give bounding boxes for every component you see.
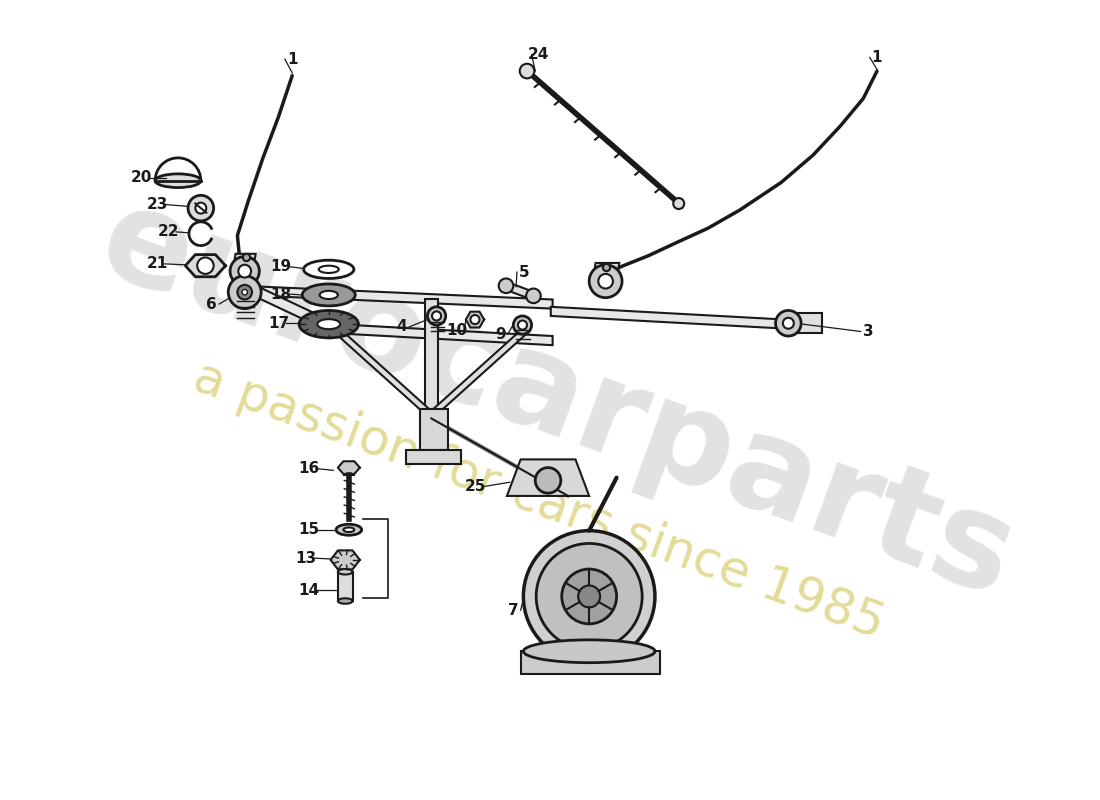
Text: 13: 13 bbox=[296, 550, 317, 566]
Text: 9: 9 bbox=[495, 326, 506, 342]
Text: eurocarparts: eurocarparts bbox=[84, 176, 1031, 624]
Circle shape bbox=[514, 316, 531, 334]
Text: 3: 3 bbox=[862, 324, 873, 339]
Polygon shape bbox=[793, 313, 822, 334]
Polygon shape bbox=[406, 450, 461, 464]
Circle shape bbox=[188, 195, 213, 221]
Text: 16: 16 bbox=[298, 461, 319, 476]
Text: 1: 1 bbox=[287, 52, 297, 66]
Polygon shape bbox=[233, 254, 255, 265]
Circle shape bbox=[603, 264, 611, 271]
Polygon shape bbox=[503, 282, 535, 299]
Bar bbox=[338, 572, 352, 601]
Text: 5: 5 bbox=[519, 265, 529, 279]
Polygon shape bbox=[465, 312, 484, 327]
Ellipse shape bbox=[304, 260, 354, 278]
Text: 6: 6 bbox=[207, 297, 217, 311]
Polygon shape bbox=[420, 409, 448, 450]
Text: 18: 18 bbox=[271, 286, 292, 302]
Text: 14: 14 bbox=[298, 582, 319, 598]
Ellipse shape bbox=[155, 174, 201, 187]
Circle shape bbox=[536, 543, 642, 650]
Circle shape bbox=[432, 311, 441, 321]
Text: 1: 1 bbox=[871, 50, 882, 65]
Polygon shape bbox=[507, 459, 590, 496]
Polygon shape bbox=[185, 254, 226, 277]
Text: 23: 23 bbox=[146, 197, 167, 212]
Circle shape bbox=[519, 64, 535, 78]
Ellipse shape bbox=[337, 524, 362, 535]
Polygon shape bbox=[242, 286, 552, 309]
Ellipse shape bbox=[302, 284, 355, 306]
Text: 25: 25 bbox=[464, 479, 485, 494]
Text: 20: 20 bbox=[131, 170, 152, 186]
Text: 22: 22 bbox=[158, 224, 179, 239]
Text: 21: 21 bbox=[146, 256, 167, 271]
Circle shape bbox=[230, 257, 260, 286]
Circle shape bbox=[776, 310, 801, 336]
Polygon shape bbox=[320, 323, 552, 345]
Circle shape bbox=[229, 276, 261, 309]
Polygon shape bbox=[520, 651, 660, 674]
Text: 10: 10 bbox=[447, 323, 468, 338]
Circle shape bbox=[536, 468, 561, 493]
Text: a passion for cars since 1985: a passion for cars since 1985 bbox=[187, 353, 891, 648]
Ellipse shape bbox=[524, 640, 654, 662]
Text: 19: 19 bbox=[271, 259, 292, 274]
Text: 24: 24 bbox=[528, 47, 550, 62]
Ellipse shape bbox=[299, 310, 359, 338]
Circle shape bbox=[239, 265, 251, 278]
Ellipse shape bbox=[320, 291, 338, 299]
Circle shape bbox=[197, 258, 213, 274]
Circle shape bbox=[242, 290, 248, 295]
Circle shape bbox=[562, 569, 617, 624]
Text: 7: 7 bbox=[508, 602, 518, 618]
Circle shape bbox=[526, 289, 541, 303]
Circle shape bbox=[598, 274, 613, 289]
Text: 15: 15 bbox=[298, 522, 319, 538]
Circle shape bbox=[471, 315, 480, 324]
Polygon shape bbox=[551, 307, 788, 329]
Polygon shape bbox=[333, 327, 429, 414]
Circle shape bbox=[196, 202, 207, 214]
Ellipse shape bbox=[317, 319, 340, 329]
Polygon shape bbox=[431, 329, 527, 415]
Text: 17: 17 bbox=[268, 316, 289, 330]
Circle shape bbox=[498, 278, 514, 293]
Circle shape bbox=[673, 198, 684, 209]
Circle shape bbox=[238, 285, 252, 299]
Polygon shape bbox=[338, 462, 360, 474]
Circle shape bbox=[579, 586, 601, 607]
Circle shape bbox=[590, 265, 623, 298]
Ellipse shape bbox=[343, 527, 354, 532]
Polygon shape bbox=[425, 299, 439, 418]
Circle shape bbox=[243, 254, 250, 261]
Circle shape bbox=[524, 530, 654, 662]
Polygon shape bbox=[242, 282, 324, 327]
Circle shape bbox=[428, 307, 446, 325]
Circle shape bbox=[783, 318, 794, 329]
Text: 4: 4 bbox=[396, 319, 407, 334]
Ellipse shape bbox=[338, 598, 352, 604]
Polygon shape bbox=[594, 263, 619, 277]
Ellipse shape bbox=[338, 569, 352, 574]
Ellipse shape bbox=[319, 266, 339, 273]
Circle shape bbox=[518, 321, 527, 330]
Polygon shape bbox=[331, 550, 360, 570]
